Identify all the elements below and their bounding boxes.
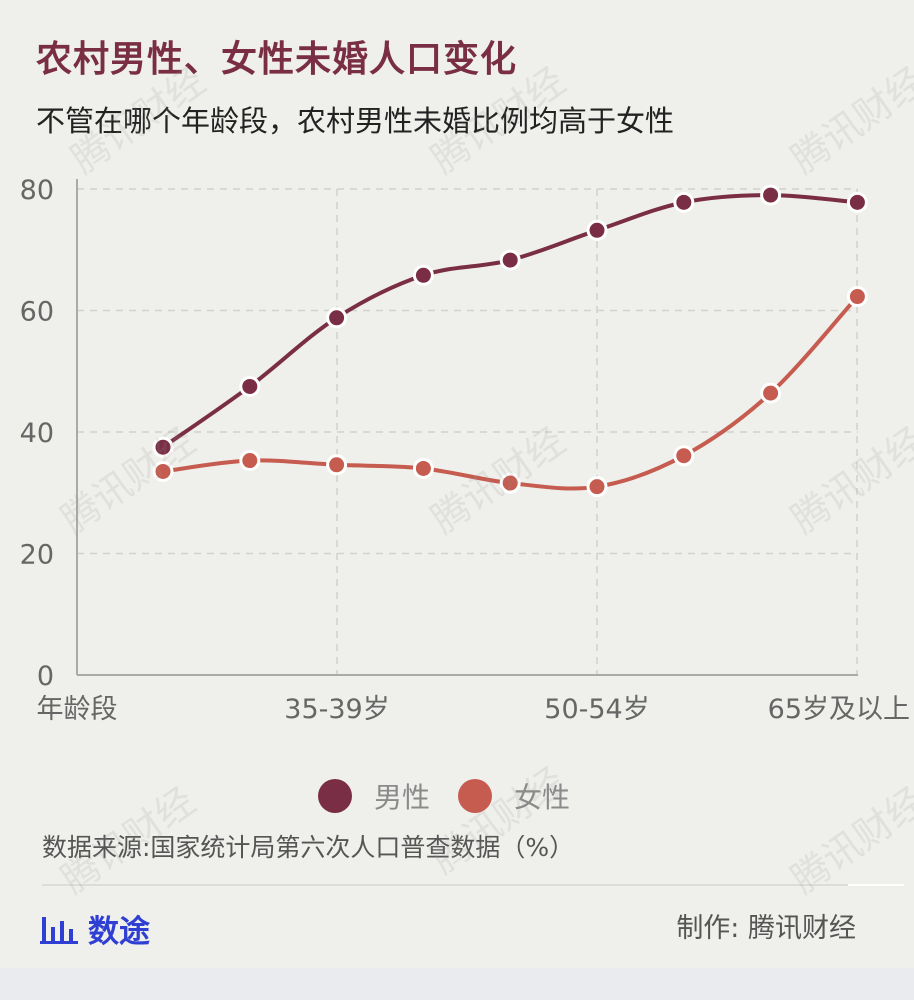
legend-item-male[interactable]: 男性 bbox=[318, 776, 430, 816]
data-point-female bbox=[239, 450, 261, 472]
line-chart: 0 20 40 60 80 年龄段 35-39岁 50-54岁 65岁及以上 bbox=[20, 175, 910, 725]
data-point-female bbox=[673, 445, 695, 467]
series-line-female bbox=[162, 295, 859, 491]
x-tick-label: 65岁及以上 bbox=[768, 694, 910, 725]
data-point-female bbox=[499, 472, 521, 494]
x-tick-label: 年龄段 bbox=[37, 694, 118, 725]
divider-accent bbox=[848, 884, 904, 886]
bottom-band bbox=[0, 968, 914, 1000]
x-tick-label: 35-39岁 bbox=[284, 694, 389, 725]
data-point-male bbox=[846, 191, 868, 213]
data-point-male bbox=[760, 184, 782, 206]
data-point-male bbox=[586, 219, 608, 241]
data-point-male bbox=[326, 307, 348, 329]
y-tick-label: 80 bbox=[20, 175, 54, 206]
data-point-female bbox=[846, 286, 868, 308]
legend-swatch-male bbox=[318, 779, 352, 813]
credit: 制作: 腾讯财经 bbox=[676, 913, 856, 944]
data-point-male bbox=[673, 191, 695, 213]
chart-subtitle: 不管在哪个年龄段，农村男性未婚比例均高于女性 bbox=[36, 104, 675, 138]
y-tick-label: 60 bbox=[20, 297, 54, 328]
data-point-male bbox=[499, 249, 521, 271]
bar-chart-icon bbox=[40, 916, 78, 944]
data-point-female bbox=[412, 457, 434, 479]
y-tick-label: 20 bbox=[20, 540, 54, 571]
legend-swatch-female bbox=[458, 779, 493, 813]
legend-label-male: 男性 bbox=[374, 781, 431, 814]
data-point-female bbox=[760, 382, 782, 404]
data-source: 数据来源:国家统计局第六次人口普查数据（%） bbox=[42, 833, 575, 862]
data-point-female bbox=[586, 476, 608, 498]
x-tick-label: 50-54岁 bbox=[544, 694, 649, 725]
brand-logo: 数途 bbox=[40, 906, 150, 951]
legend-item-female[interactable]: 女性 bbox=[458, 776, 570, 816]
data-point-male bbox=[239, 375, 261, 397]
divider bbox=[42, 884, 848, 886]
y-tick-label: 0 bbox=[37, 661, 54, 692]
chart-title: 农村男性、女性未婚人口变化 bbox=[36, 39, 518, 80]
data-point-female bbox=[326, 454, 348, 476]
brand-name: 数途 bbox=[88, 914, 150, 950]
legend-label-female: 女性 bbox=[514, 781, 571, 814]
y-tick-label: 40 bbox=[20, 418, 54, 449]
data-point-male bbox=[412, 264, 434, 286]
data-point-male bbox=[152, 436, 174, 458]
data-point-female bbox=[152, 460, 174, 482]
legend: 男性 女性 bbox=[318, 776, 598, 816]
